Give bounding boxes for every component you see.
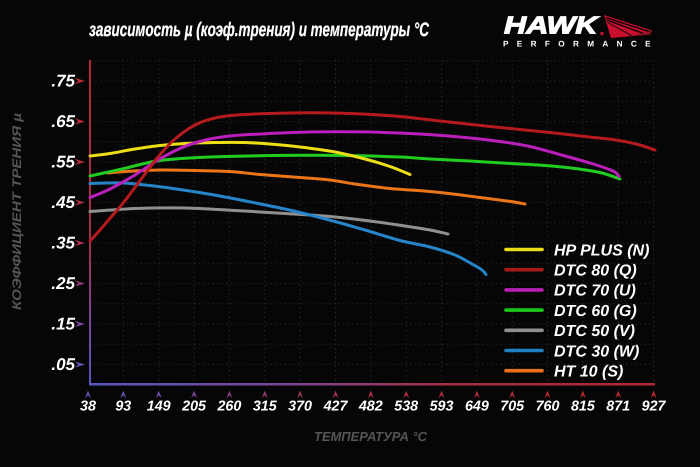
svg-text:DTC 50 (V): DTC 50 (V)	[554, 323, 635, 340]
svg-text:149: 149	[147, 399, 171, 415]
svg-text:760: 760	[536, 399, 560, 415]
svg-text:649: 649	[465, 399, 489, 415]
svg-text:.45: .45	[51, 193, 75, 212]
svg-text:зависимость µ (коэф.трения) и: зависимость µ (коэф.трения) и температур…	[89, 19, 430, 41]
svg-text:370: 370	[288, 399, 312, 415]
svg-text:427: 427	[323, 399, 349, 415]
svg-text:315: 315	[253, 399, 278, 415]
svg-text:538: 538	[394, 399, 418, 415]
svg-text:HAWK: HAWK	[504, 13, 600, 40]
svg-text:.35: .35	[51, 234, 75, 253]
svg-text:482: 482	[358, 399, 383, 415]
svg-text:260: 260	[216, 399, 241, 415]
svg-text:ТЕМПЕРАТУРА °C: ТЕМПЕРАТУРА °C	[314, 429, 428, 444]
svg-text:.55: .55	[51, 153, 75, 172]
svg-text:705: 705	[500, 399, 525, 415]
svg-text:DTC 60 (G): DTC 60 (G)	[554, 303, 637, 320]
svg-text:871: 871	[606, 399, 630, 415]
svg-text:815: 815	[571, 399, 596, 415]
svg-text:PERFORMANCE: PERFORMANCE	[503, 40, 659, 49]
svg-text:593: 593	[430, 399, 454, 415]
svg-text:.75: .75	[51, 72, 75, 91]
svg-text:.05: .05	[51, 355, 75, 374]
svg-text:927: 927	[642, 399, 667, 415]
svg-text:205: 205	[181, 399, 207, 415]
svg-text:HT 10 (S): HT 10 (S)	[554, 364, 623, 381]
svg-text:КОЭФФИЦИЕНТ ТРЕНИЯ µ: КОЭФФИЦИЕНТ ТРЕНИЯ µ	[10, 113, 24, 310]
svg-text:HP PLUS (N): HP PLUS (N)	[554, 242, 649, 259]
svg-text:.25: .25	[51, 274, 75, 293]
svg-text:38: 38	[80, 399, 96, 415]
svg-text:.65: .65	[51, 112, 75, 131]
svg-text:DTC 30 (W): DTC 30 (W)	[554, 343, 639, 360]
svg-text:93: 93	[115, 399, 131, 415]
svg-text:DTC 80 (Q): DTC 80 (Q)	[554, 263, 637, 280]
svg-text:DTC 70 (U): DTC 70 (U)	[554, 283, 636, 300]
svg-text:.15: .15	[51, 315, 75, 334]
